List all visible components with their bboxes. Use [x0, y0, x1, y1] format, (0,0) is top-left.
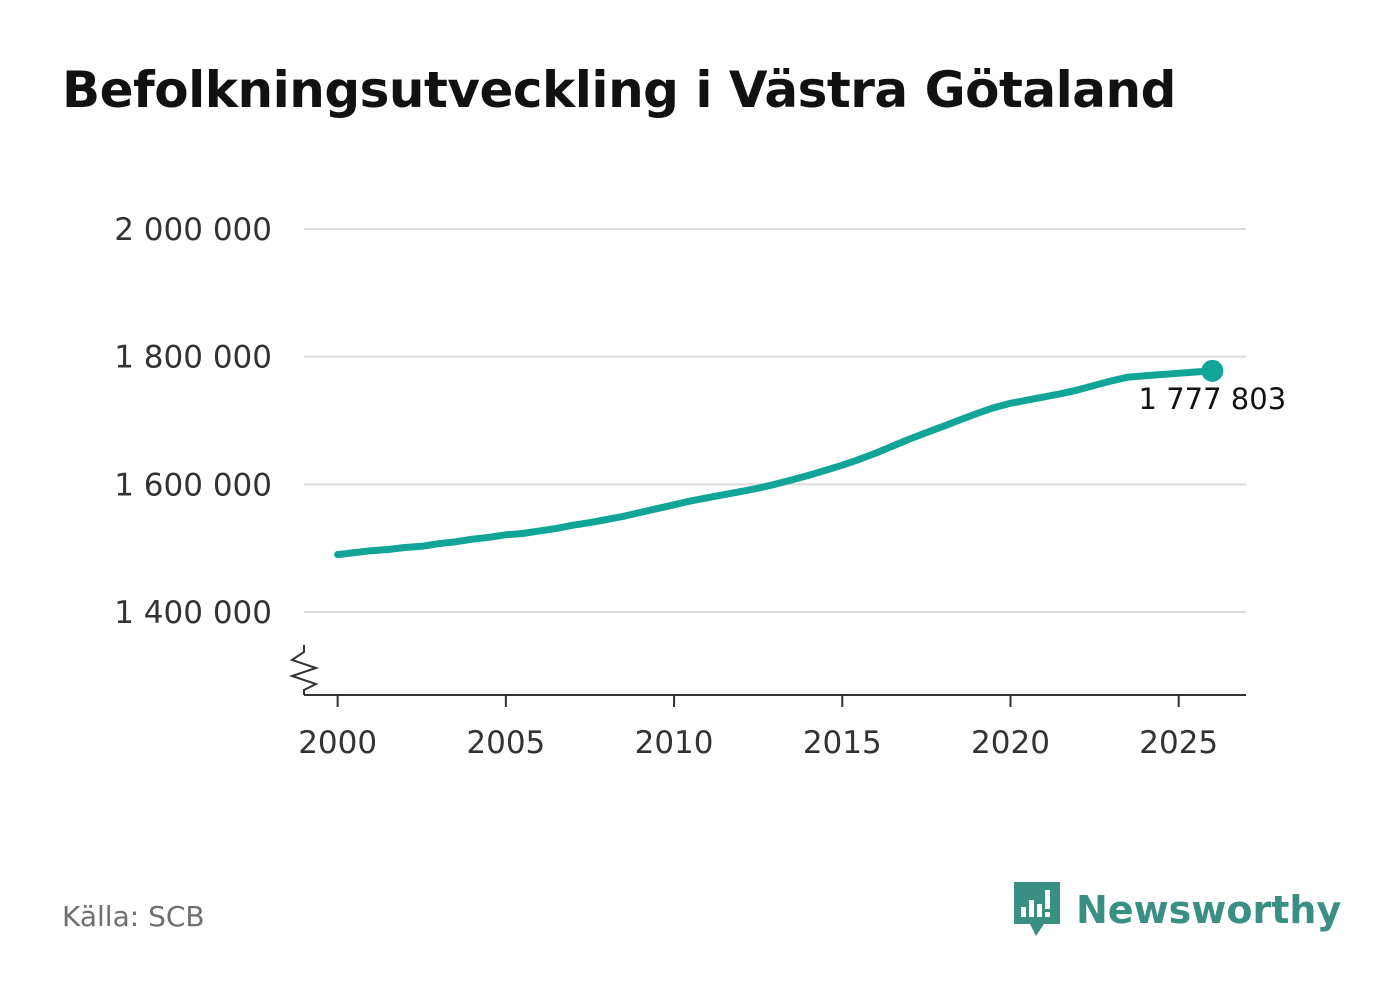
newsworthy-logo-icon: [1014, 882, 1060, 936]
x-tick-label: 2005: [466, 725, 545, 761]
y-tick-label: 2 000 000: [114, 212, 272, 248]
end-point-marker: [1201, 359, 1224, 382]
series-line: [334, 367, 1216, 559]
y-tick-label: 1 400 000: [114, 595, 272, 631]
x-tick-label: 2025: [1139, 725, 1218, 761]
brand-logo: Newsworthy: [1012, 880, 1341, 940]
y-tick-label: 1 800 000: [114, 340, 272, 376]
x-tick-label: 2010: [635, 725, 714, 761]
end-value-label: 1 777 803: [1139, 382, 1287, 416]
x-tick-label: 2020: [971, 725, 1050, 761]
brand-name: Newsworthy: [1076, 888, 1342, 932]
source-label: Källa: SCB: [62, 900, 205, 933]
x-tick-label: 2000: [298, 725, 377, 761]
x-tick-label: 2015: [803, 725, 882, 761]
axis-break-icon: [288, 645, 320, 695]
y-tick-label: 1 600 000: [114, 467, 272, 503]
chart-title: Befolkningsutveckling i Västra Götaland: [62, 61, 1176, 119]
